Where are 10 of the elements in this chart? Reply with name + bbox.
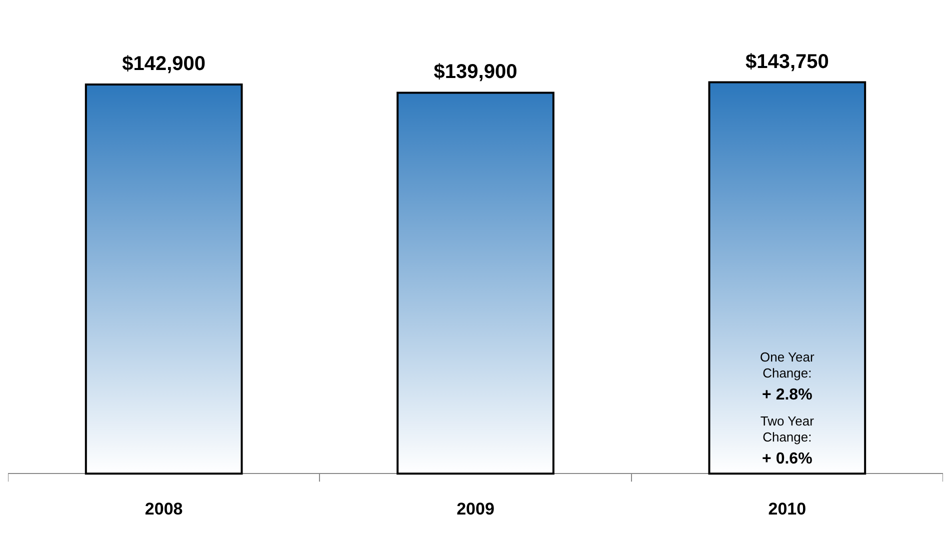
annotation: One Year Change: [760,350,815,381]
x-tick-label: 2008 [144,499,183,518]
data-label: $139,900 [434,61,518,84]
x-tick-label: 2009 [456,499,494,518]
data-label: $142,900 [122,53,206,76]
x-tick-label: 2010 [768,499,806,518]
annotation: + 0.6% [762,450,812,468]
annotation: Two Year Change: [760,414,815,445]
annotation: + 2.8% [762,386,812,404]
data-label: $143,750 [745,50,829,73]
